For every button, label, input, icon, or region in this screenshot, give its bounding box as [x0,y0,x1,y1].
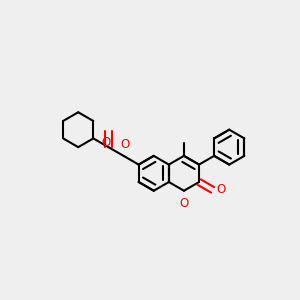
Text: O: O [120,139,129,152]
Text: O: O [101,136,111,149]
Text: O: O [216,183,226,196]
Text: O: O [179,197,189,210]
